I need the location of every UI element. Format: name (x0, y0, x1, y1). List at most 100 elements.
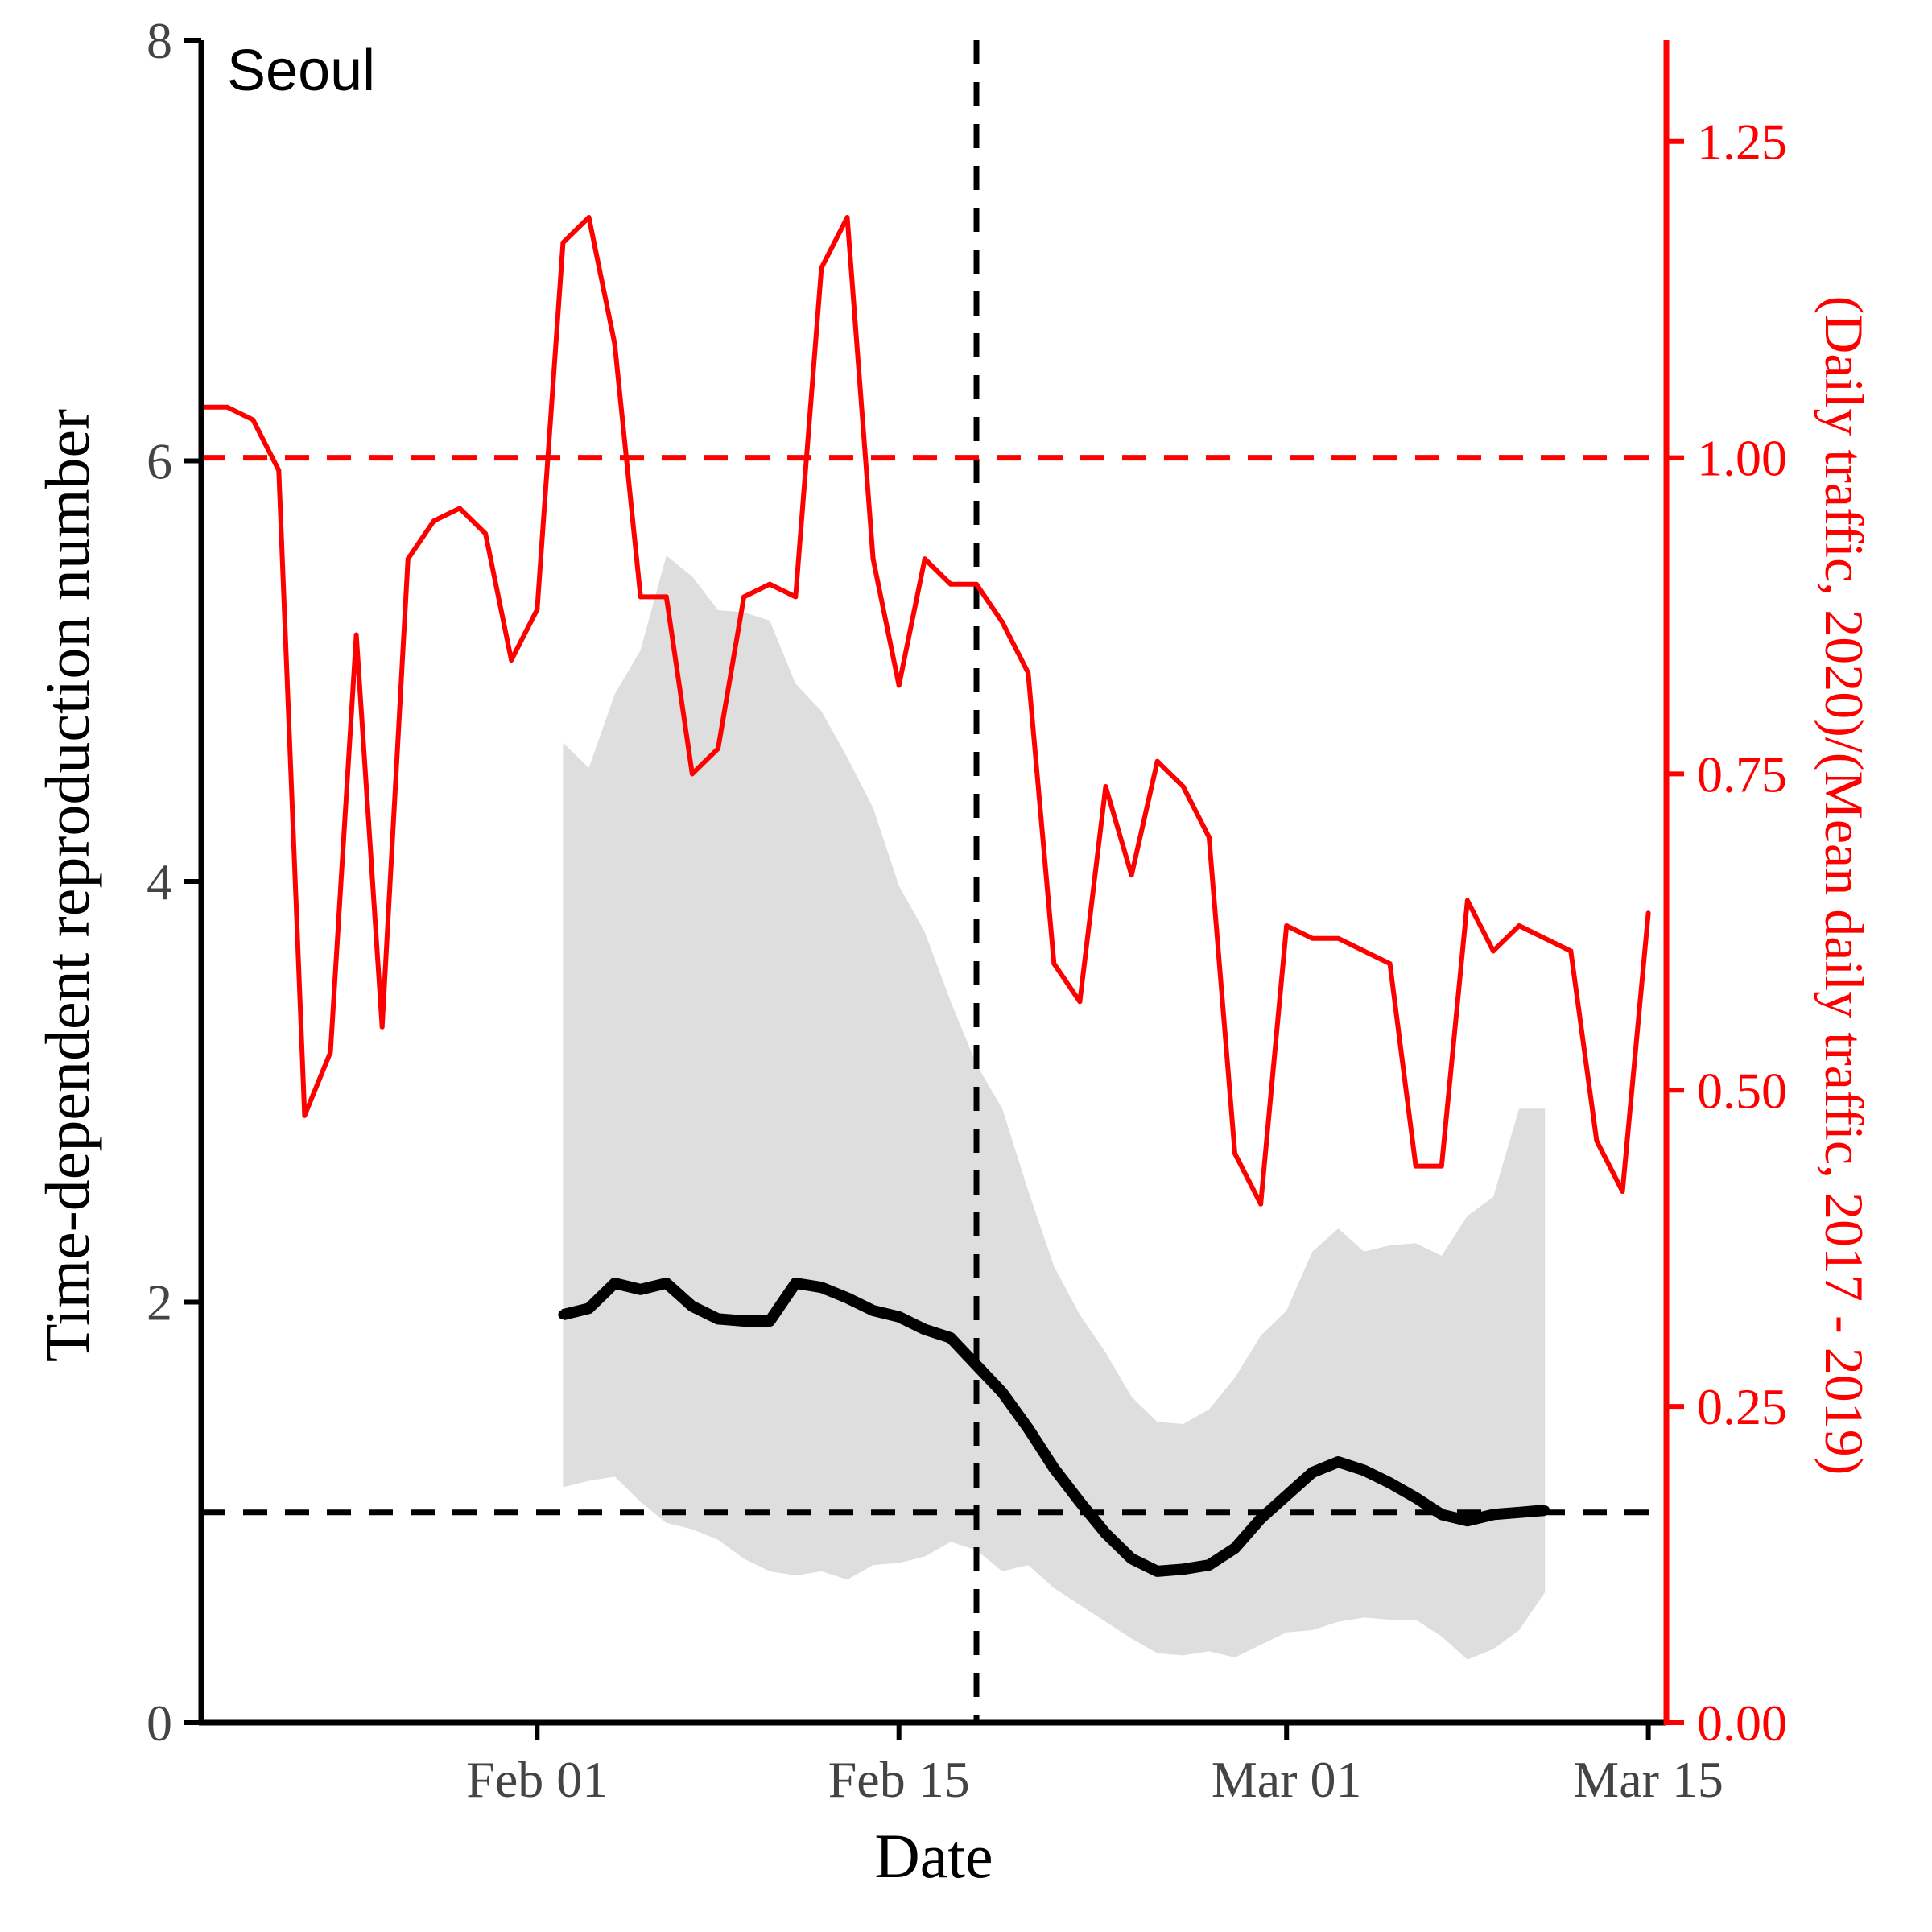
right-tick-label: 0.75 (1697, 745, 1787, 803)
traffic-point (663, 594, 669, 600)
right-tick-label: 0.50 (1697, 1062, 1787, 1119)
traffic-point (328, 1050, 333, 1055)
traffic-point (405, 556, 411, 562)
traffic-point (225, 404, 230, 410)
rt-point (1049, 1463, 1059, 1473)
traffic-point (716, 746, 720, 751)
traffic-point (819, 265, 824, 270)
rt-point (713, 1314, 723, 1324)
traffic-point (276, 468, 282, 473)
traffic-point (1258, 1201, 1264, 1207)
traffic-point (870, 556, 876, 562)
traffic-point (1413, 1163, 1418, 1169)
traffic-point (1206, 835, 1212, 840)
rt-point (894, 1311, 904, 1322)
rt-point (1282, 1490, 1292, 1501)
rt-point (1462, 1516, 1472, 1526)
rt-point (635, 1284, 646, 1294)
traffic-point (947, 581, 953, 587)
confidence-band-layer (563, 555, 1546, 1660)
ticks-layer: 0 2 4 6 8 0.00 0.25 0.50 0.75 1.00 1.25 Feb 01 Feb 1… (147, 12, 1787, 1808)
right-tick-label: 0.00 (1697, 1695, 1787, 1752)
right-tick-label: 0.25 (1697, 1378, 1787, 1435)
traffic-point (612, 341, 617, 347)
rt-point (1075, 1496, 1085, 1507)
traffic-point (250, 417, 256, 423)
traffic-point (1232, 1150, 1237, 1156)
traffic-point (560, 240, 566, 246)
rt-confidence-band (563, 555, 1546, 1660)
traffic-point (1361, 948, 1367, 954)
traffic-point (1026, 670, 1031, 675)
series-layer (199, 215, 1651, 1577)
rt-point (791, 1278, 801, 1288)
traffic-point (431, 518, 436, 524)
rt-point (1178, 1564, 1188, 1575)
rt-point (1488, 1509, 1498, 1520)
rt-point (609, 1278, 620, 1288)
traffic-point (1154, 758, 1160, 764)
traffic-point (1284, 923, 1290, 928)
traffic-point (1310, 935, 1315, 941)
traffic-point (793, 594, 799, 600)
traffic-point (586, 215, 592, 220)
traffic-point (1387, 961, 1393, 967)
traffic-point (1542, 935, 1548, 941)
traffic-point (1103, 784, 1108, 790)
right-tick-label: 1.25 (1697, 114, 1787, 171)
traffic-point (1491, 948, 1496, 954)
rt-point (1023, 1423, 1034, 1434)
left-tick-label: 0 (147, 1695, 172, 1752)
x-tick-label: Feb 01 (466, 1751, 608, 1808)
rt-point (945, 1332, 956, 1343)
left-tick-label: 2 (147, 1274, 172, 1331)
rt-point (842, 1293, 852, 1303)
rt-point (687, 1301, 697, 1311)
rt-point (868, 1305, 878, 1315)
traffic-point (1645, 910, 1651, 916)
rt-point (1100, 1528, 1111, 1538)
traffic-point (1335, 935, 1341, 941)
traffic-point (1568, 948, 1574, 954)
traffic-point (1077, 999, 1083, 1005)
traffic-point (1439, 1163, 1444, 1169)
traffic-point (689, 771, 695, 777)
traffic-point (974, 581, 979, 587)
traffic-point (1517, 923, 1522, 928)
traffic-point (638, 594, 643, 600)
traffic-point (379, 1024, 385, 1030)
rt-point (558, 1310, 568, 1320)
rt-point (816, 1282, 827, 1293)
x-tick-label: Feb 15 (828, 1751, 970, 1808)
left-tick-label: 4 (147, 853, 172, 910)
rt-point (1410, 1492, 1421, 1503)
left-tick-label: 6 (147, 433, 172, 490)
right-axis-title: (Daily traffic, 2020)/(Mean daily traffi… (1814, 296, 1875, 1476)
rt-point (1256, 1513, 1266, 1524)
rt-point (1540, 1505, 1550, 1516)
traffic-point (1000, 619, 1005, 625)
reference-lines-layer (201, 40, 1666, 1723)
left-axis-title: Time-dependent reproduction number (32, 409, 102, 1362)
x-tick-label: Mar 01 (1212, 1751, 1362, 1808)
right-tick-label: 1.00 (1697, 430, 1787, 487)
traffic-point (1051, 961, 1057, 967)
rt-point (1385, 1478, 1395, 1488)
rt-point (1230, 1543, 1240, 1554)
rt-point (739, 1316, 749, 1327)
rt-point (1307, 1468, 1318, 1478)
traffic-point (767, 581, 773, 587)
traffic-point (1594, 1138, 1600, 1144)
rt-point (1152, 1566, 1162, 1576)
traffic-point (741, 594, 747, 600)
traffic-point (922, 556, 927, 562)
rt-point (997, 1387, 1008, 1397)
rt-point (1126, 1554, 1137, 1564)
traffic-point (483, 530, 489, 536)
rt-point (1514, 1507, 1525, 1517)
rt-point (919, 1324, 930, 1335)
rt-point (1333, 1457, 1344, 1468)
traffic-point (1129, 873, 1134, 878)
traffic-point (509, 658, 514, 663)
